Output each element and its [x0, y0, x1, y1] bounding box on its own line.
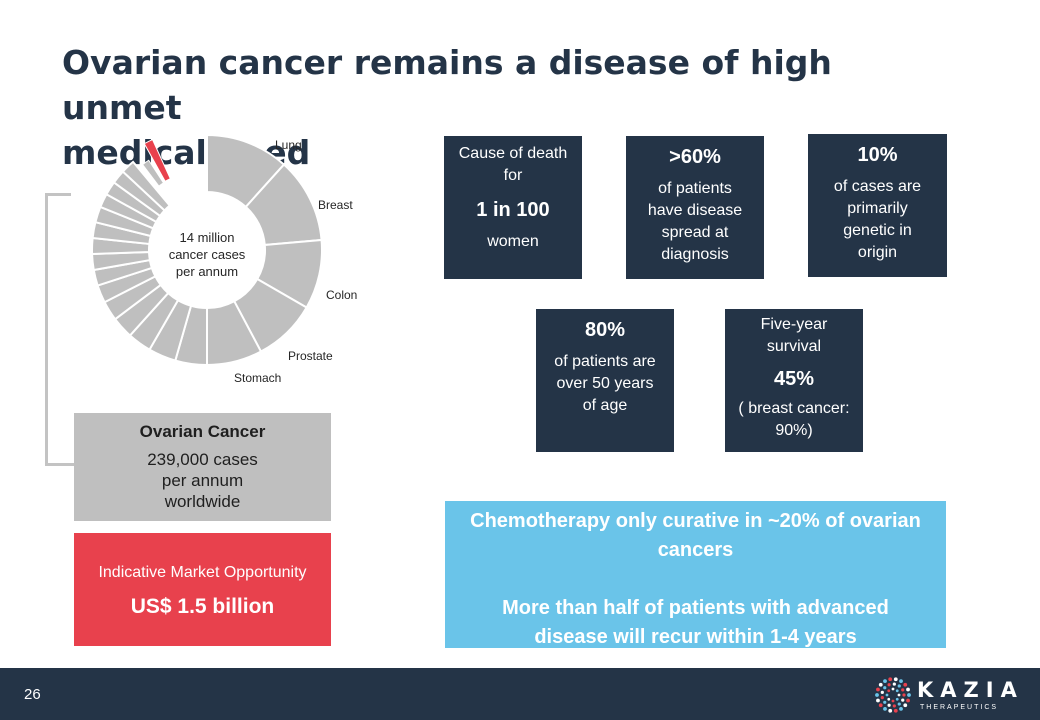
callout-line2: More than half of patients with advanced… — [502, 597, 889, 648]
donut-center-label-line-3: per annum — [176, 264, 238, 279]
bracket-top — [45, 193, 71, 196]
logo-subtitle: THERAPEUTICS — [920, 704, 999, 711]
logo-wordmark: KAZIA — [917, 678, 1024, 702]
cancer-cases-donut-chart: Lung Breast Colon Prostate Stomach 14 million… — [91, 133, 357, 385]
logo-dot — [880, 690, 884, 694]
market-opportunity-box: Indicative Market Opportunity US$ 1.5 bi… — [74, 533, 331, 646]
logo-dot — [906, 687, 910, 692]
logo-dot — [885, 693, 889, 697]
bracket-bottom — [45, 463, 75, 466]
logo-dot — [895, 697, 899, 701]
logo-dot — [895, 689, 899, 693]
logo-dot — [897, 693, 901, 697]
logo-dot — [906, 698, 910, 703]
logo-dot — [887, 697, 891, 701]
logo-dot — [887, 703, 891, 707]
ovarian-body: 239,000 cases per annum worldwide — [147, 450, 258, 511]
stat-age-box: 80% of patients are over 50 years of age — [536, 309, 674, 452]
logo-dot — [892, 704, 896, 708]
stat-survival-line1: Five-year survival — [760, 316, 828, 355]
logo-dot — [876, 698, 880, 703]
donut-label-colon: Colon — [326, 288, 357, 302]
ovarian-heading: Ovarian Cancer — [139, 422, 266, 441]
donut-label-breast: Breast — [318, 198, 353, 212]
logo-dot — [907, 693, 911, 697]
footer-bar: 26 KAZIA THERAPEUTICS — [0, 668, 1040, 720]
stat-age-big: 80% — [584, 319, 626, 341]
stat-spread-text: of patients have disease spread at diagn… — [647, 180, 743, 263]
logo-dot — [887, 689, 891, 693]
logo-dot — [891, 687, 895, 691]
stat-spread-big: >60% — [669, 146, 721, 168]
logo-dot — [901, 698, 905, 702]
callout-line1: Chemotherapy only curative in ~20% of ov… — [470, 510, 921, 561]
donut-segment-other-15 — [121, 160, 172, 212]
chemotherapy-callout: Chemotherapy only curative in ~20% of ov… — [445, 501, 946, 648]
logo-dot — [893, 708, 898, 713]
page-number: 26 — [24, 686, 41, 703]
stat-genetic-big: 10% — [857, 144, 898, 166]
logo-dot — [876, 687, 880, 692]
logo-dot — [875, 693, 879, 697]
donut-segment-ovarian-highlight — [143, 138, 171, 182]
stat-survival-box: Five-year survival 45% ( breast cancer: … — [725, 309, 863, 452]
kazia-logo: KAZIA THERAPEUTICS — [873, 674, 1023, 716]
logo-dot — [901, 688, 905, 692]
logo-dot — [903, 703, 908, 708]
logo-dot — [891, 699, 895, 703]
logo-dot — [893, 677, 898, 682]
stat-genetic-text: of cases are primarily genetic in origin — [833, 178, 922, 261]
donut-center-label-line-2: cancer cases — [169, 247, 246, 262]
stat-death-box: Cause of death for 1 in 100 women — [444, 136, 582, 279]
logo-dot — [883, 679, 887, 684]
stat-survival-big: 45% — [773, 368, 815, 390]
logo-dot — [878, 703, 883, 708]
kazia-logo-mark-icon — [875, 677, 911, 713]
donut-label-lung: Lung — [275, 138, 302, 152]
logo-dot — [903, 682, 908, 687]
stat-survival-line2: ( breast cancer: 90%) — [738, 400, 850, 439]
market-label: Indicative Market Opportunity — [98, 564, 307, 581]
logo-dot — [887, 683, 891, 687]
logo-dot — [888, 677, 893, 682]
logo-dot — [883, 706, 887, 711]
stat-death-line2: women — [487, 233, 539, 250]
stat-genetic-box: 10% of cases are primarily genetic in or… — [808, 134, 947, 277]
stat-death-big: 1 in 100 — [476, 199, 550, 221]
donut-label-prostate: Prostate — [288, 349, 333, 363]
logo-dot — [883, 700, 887, 704]
logo-dot — [897, 702, 901, 706]
donut-label-stomach: Stomach — [234, 371, 281, 385]
logo-dot — [897, 684, 901, 688]
logo-dot — [899, 679, 903, 684]
logo-dot — [892, 682, 896, 686]
logo-dot — [902, 693, 906, 697]
market-value: US$ 1.5 billion — [130, 595, 275, 618]
stat-age-text: of patients are over 50 years of age — [554, 353, 656, 414]
logo-dot — [880, 696, 884, 700]
donut-segment-other-sliver — [141, 159, 165, 187]
ovarian-cancer-box: Ovarian Cancer 239,000 cases per annum w… — [74, 413, 331, 521]
donut-center-label-line-1: 14 million — [180, 230, 235, 245]
stat-spread-box: >60% of patients have disease spread at … — [626, 136, 764, 279]
logo-dot — [878, 682, 883, 687]
stat-death-line1: Cause of death for — [458, 145, 568, 184]
logo-dot — [899, 706, 903, 711]
logo-dot — [883, 686, 887, 690]
bracket-line — [45, 193, 48, 465]
logo-dot — [888, 708, 893, 713]
